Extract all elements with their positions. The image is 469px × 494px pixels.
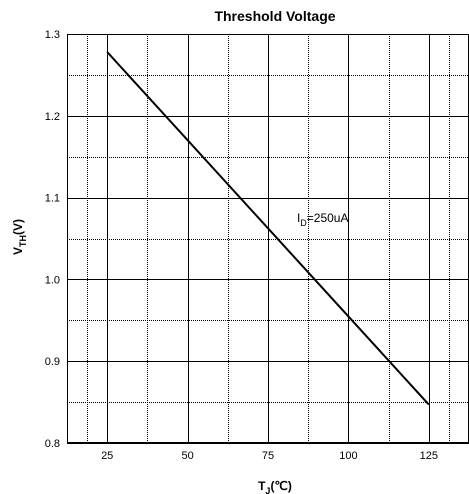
x-tick-label: 100 bbox=[339, 450, 357, 462]
x-axis-label-tail: (℃) bbox=[270, 479, 291, 493]
annotation-main: I bbox=[297, 211, 300, 225]
y-tick-label: 0.8 bbox=[45, 438, 60, 450]
chart-title: Threshold Voltage bbox=[214, 8, 335, 24]
x-tick-label: 50 bbox=[181, 450, 193, 462]
y-tick-label: 1.0 bbox=[45, 274, 60, 286]
x-tick-label: 25 bbox=[101, 450, 113, 462]
y-axis-label-main: V bbox=[11, 247, 25, 255]
series-layer bbox=[106, 51, 430, 406]
annotation-layer: ID=250uA bbox=[297, 211, 349, 228]
x-axis-label-sub: J bbox=[265, 486, 270, 494]
y-axis-label-sub: TH bbox=[18, 235, 28, 247]
y-tick-label: 1.1 bbox=[45, 193, 60, 205]
x-tick-label: 125 bbox=[420, 450, 438, 462]
y-axis-label-tail: (V) bbox=[11, 219, 25, 235]
grid-lines bbox=[67, 34, 469, 444]
y-tick-label: 1.2 bbox=[45, 111, 60, 123]
y-tick-label: 0.9 bbox=[45, 356, 60, 368]
x-axis-label: TJ(℃) bbox=[258, 479, 292, 494]
series-line-1 bbox=[106, 51, 430, 406]
y-tick-label: 1.3 bbox=[45, 29, 60, 41]
x-axis-label-main: T bbox=[258, 479, 266, 493]
y-axis-label: VTH(V) bbox=[11, 219, 28, 255]
x-tick-label: 75 bbox=[262, 450, 274, 462]
annotation-sub: D bbox=[300, 218, 307, 228]
annotation-label: ID=250uA bbox=[297, 211, 349, 228]
axis-ticks: 25 50 75 100 125 0.8 0.9 1.0 1.1 1.2 1.3 bbox=[45, 29, 438, 462]
annotation-tail: =250uA bbox=[307, 211, 349, 225]
